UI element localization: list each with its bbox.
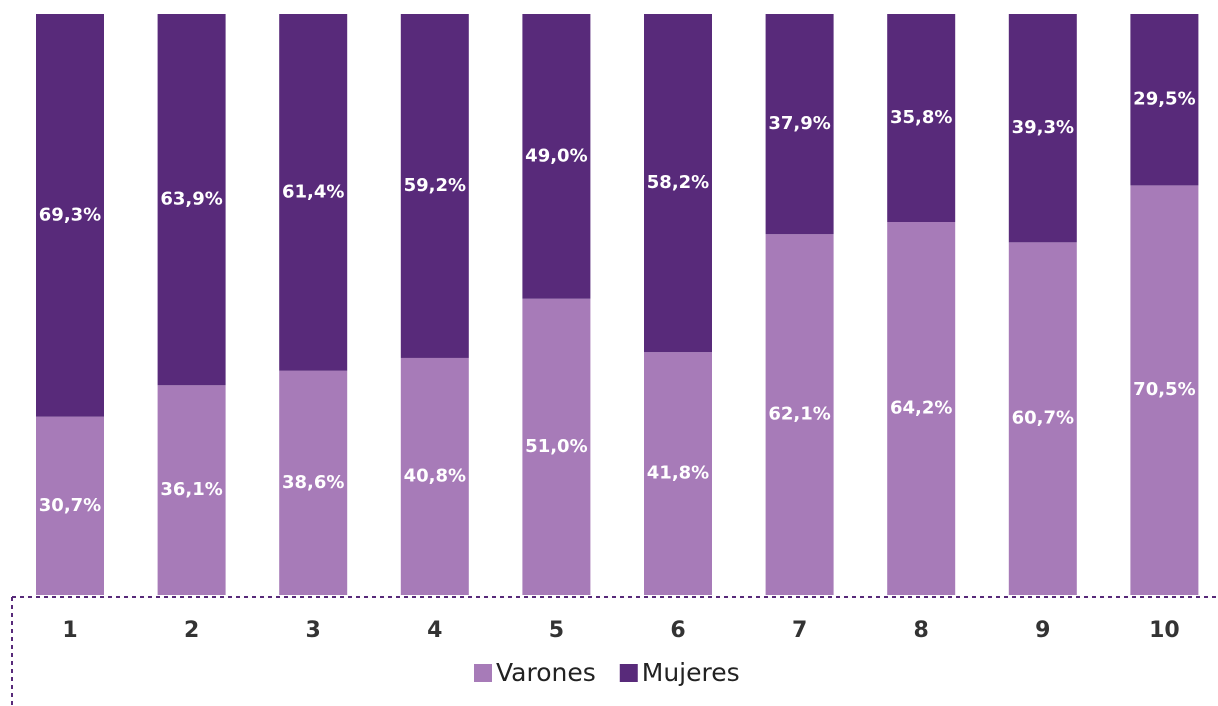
- data-label: 61,4%: [282, 181, 344, 202]
- legend-label: Varones: [496, 658, 596, 687]
- data-label: 69,3%: [39, 204, 101, 225]
- bar-segment: [400, 357, 469, 595]
- legend-swatch: [619, 664, 638, 682]
- x-tick-label: 4: [427, 618, 442, 643]
- x-tick-label: 1: [62, 618, 77, 643]
- bar-segment: [157, 14, 226, 386]
- data-label: 35,8%: [890, 107, 952, 128]
- data-label: 37,9%: [768, 113, 830, 134]
- data-label: 58,2%: [647, 172, 709, 193]
- data-label: 29,5%: [1133, 89, 1195, 110]
- bar-segment: [887, 221, 956, 596]
- x-tick-label: 2: [184, 618, 199, 643]
- data-label: 41,8%: [647, 463, 709, 484]
- bar-segment: [522, 14, 591, 299]
- bar-segment: [36, 14, 104, 417]
- x-tick-label: 6: [670, 618, 685, 643]
- bar-segment: [887, 14, 956, 222]
- x-tick-label: 8: [914, 618, 929, 643]
- data-label: 63,9%: [160, 189, 222, 210]
- bar-segment: [400, 14, 469, 358]
- data-label: 70,5%: [1133, 379, 1195, 400]
- bar-segment: [1008, 242, 1077, 595]
- bar-segment: [1130, 185, 1199, 595]
- data-label: 64,2%: [890, 397, 952, 418]
- x-tick-label: 7: [792, 618, 807, 643]
- data-label: 49,0%: [525, 145, 587, 166]
- bar-segment: [1008, 14, 1077, 243]
- bar-segment: [522, 298, 591, 595]
- data-label: 39,3%: [1012, 117, 1074, 138]
- data-label: 36,1%: [160, 479, 222, 500]
- data-label: 40,8%: [404, 465, 466, 486]
- bar-segment: [157, 385, 226, 595]
- data-label: 38,6%: [282, 472, 344, 493]
- bar-segment: [279, 370, 348, 595]
- legend-swatch: [474, 664, 492, 682]
- x-tick-label: 10: [1149, 618, 1180, 643]
- bar-segment: [765, 234, 834, 595]
- x-tick-label: 5: [549, 618, 564, 643]
- x-tick-label: 3: [306, 618, 321, 643]
- bar-segment: [279, 14, 348, 371]
- data-label: 51,0%: [525, 436, 587, 457]
- bar-segment: [644, 14, 712, 353]
- data-label: 60,7%: [1012, 408, 1074, 429]
- data-label: 30,7%: [39, 495, 101, 516]
- legend-label: Mujeres: [642, 658, 740, 687]
- x-tick-label: 9: [1035, 618, 1050, 643]
- bar-segment: [36, 416, 104, 595]
- bar-segment: [644, 352, 712, 595]
- bar-segment: [765, 14, 834, 235]
- data-label: 62,1%: [768, 404, 830, 425]
- bar-segment: [1130, 14, 1199, 186]
- data-label: 59,2%: [404, 175, 466, 196]
